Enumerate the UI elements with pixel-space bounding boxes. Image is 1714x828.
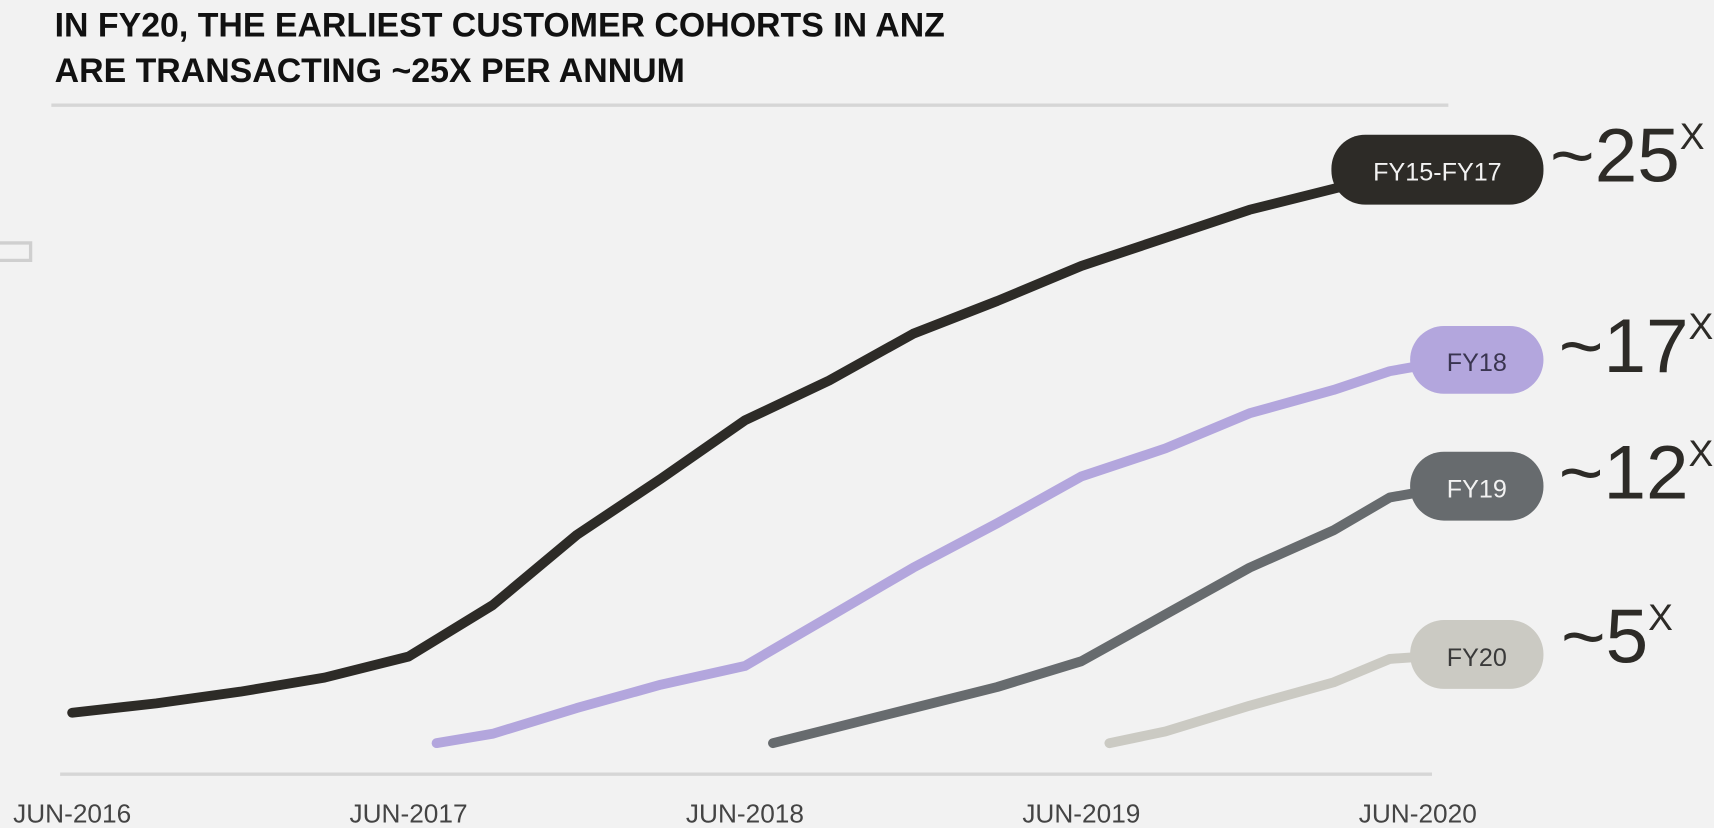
series-line-fy15-fy17 — [67, 164, 1395, 718]
series-line-fy18 — [431, 354, 1459, 749]
series-label-pill — [1410, 326, 1544, 394]
end-multiple-label: ~12X — [1559, 431, 1714, 516]
x-tick-label: JUN-2017 — [350, 798, 468, 828]
series-label-pill — [1331, 134, 1544, 205]
chart-title: IN FY20, THE EARLIEST CUSTOMER COHORTS I… — [55, 6, 945, 44]
end-multiple-label: ~17X — [1559, 304, 1714, 389]
series-line-fy20 — [1104, 649, 1459, 749]
series-label-text: FY19 — [1447, 476, 1507, 504]
x-tick-label: JUN-2020 — [1359, 798, 1477, 828]
side-bracket — [0, 241, 33, 263]
series-label-pill — [1410, 620, 1544, 689]
multiple-superscript: X — [1689, 432, 1714, 474]
chart-title-line2: ARE TRANSACTING ~25X PER ANNUM — [55, 52, 685, 90]
series-label-text: FY15-FY17 — [1373, 159, 1501, 187]
x-tick-label: JUN-2016 — [13, 798, 131, 828]
end-multiple-label: ~25X — [1550, 114, 1705, 199]
multiple-superscript: X — [1689, 305, 1714, 347]
x-tick-label: JUN-2019 — [1022, 798, 1140, 828]
series-label-text: FY18 — [1447, 349, 1507, 377]
series-line-fy19 — [768, 481, 1459, 749]
series-label-text: FY20 — [1447, 644, 1507, 672]
multiple-superscript: X — [1680, 115, 1705, 157]
x-tick-label: JUN-2018 — [686, 798, 804, 828]
series-label-pill — [1410, 451, 1544, 521]
multiple-superscript: X — [1648, 596, 1673, 638]
